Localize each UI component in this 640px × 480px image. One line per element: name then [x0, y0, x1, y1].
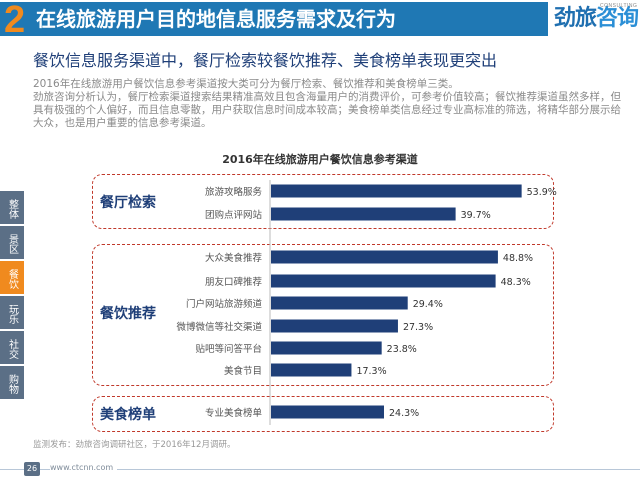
value-label: 48.8%	[503, 253, 533, 264]
bar	[271, 341, 382, 355]
group-box-restaurant-search	[92, 174, 554, 229]
footer: 26 www.ctcnn.com	[0, 458, 640, 480]
value-label: 29.4%	[413, 299, 443, 310]
value-label: 27.3%	[403, 322, 433, 333]
description-line-2: 劲旅咨询分析认为，餐厅检索渠道搜索结果精准高效且包含海量用户的消费评价，可参考价…	[33, 91, 621, 129]
footer-url: www.ctcnn.com	[50, 463, 118, 472]
category-label: 贴吧等问答平台	[195, 343, 262, 355]
side-nav-overall[interactable]: 整体	[0, 191, 24, 224]
side-nav-dining[interactable]: 餐饮	[0, 261, 24, 294]
side-nav-shopping[interactable]: 购物	[0, 366, 24, 399]
value-label: 53.9%	[527, 187, 557, 198]
footer-line	[0, 469, 640, 470]
side-nav-play[interactable]: 玩乐	[0, 296, 24, 329]
group-box-dining-recommend	[92, 244, 554, 386]
value-label: 17.3%	[356, 366, 386, 377]
category-label: 朋友口碑推荐	[205, 276, 263, 288]
side-nav-scenic[interactable]: 景区	[0, 226, 24, 259]
category-label: 门户网站旅游频道	[186, 298, 263, 310]
side-nav: 整体 景区 餐饮 玩乐 社交 购物	[0, 191, 24, 401]
group-label-food-ranking: 美食榜单	[100, 407, 156, 423]
bar	[271, 363, 352, 377]
header-band	[0, 2, 548, 36]
bar	[271, 207, 456, 221]
chart-title: 2016年在线旅游用户餐饮信息参考渠道	[222, 153, 418, 166]
description: 2016年在线旅游用户餐饮信息参考渠道按大类可分为餐厅检索、餐饮推荐和美食榜单三…	[33, 78, 628, 130]
value-label: 23.8%	[387, 344, 417, 355]
page-number: 26	[24, 462, 40, 476]
page-title: 在线旅游用户目的地信息服务需求及行为	[36, 7, 396, 31]
value-label: 24.3%	[389, 408, 419, 419]
category-label: 旅游攻略服务	[205, 186, 263, 198]
value-label: 48.3%	[501, 277, 531, 288]
category-label: 专业美食榜单	[205, 407, 263, 419]
group-label-restaurant-search: 餐厅检索	[100, 195, 156, 211]
bar	[271, 405, 384, 419]
subtitle: 餐饮信息服务渠道中，餐厅检索较餐饮推荐、美食榜单表现更突出	[33, 51, 498, 70]
category-label: 团购点评网站	[205, 209, 263, 221]
bar	[271, 274, 496, 288]
logo-sub: CONSULTING	[600, 3, 638, 9]
category-label: 美食节目	[224, 365, 262, 377]
logo: 劲旅咨询 CONSULTING	[548, 0, 640, 40]
group-box-food-ranking	[92, 396, 554, 432]
bar	[271, 184, 522, 198]
header-bar: 2 在线旅游用户目的地信息服务需求及行为 劲旅咨询 CONSULTING	[0, 0, 640, 40]
bar	[271, 296, 408, 310]
category-label: 大众美食推荐	[205, 252, 263, 264]
logo-text-2: 咨询	[596, 6, 639, 31]
section-number: 2	[4, 0, 26, 41]
group-label-dining-recommend: 餐饮推荐	[100, 306, 156, 322]
logo-brand: 劲旅咨询	[554, 6, 639, 32]
category-label: 微博微信等社交渠道	[176, 321, 262, 333]
side-nav-social[interactable]: 社交	[0, 331, 24, 364]
description-line-1: 2016年在线旅游用户餐饮信息参考渠道按大类可分为餐厅检索、餐饮推荐和美食榜单三…	[33, 78, 459, 90]
bar	[271, 319, 398, 333]
bar	[271, 250, 498, 264]
value-label: 39.7%	[461, 210, 491, 221]
footer-note: 监测发布：劲旅咨询调研社区，于2016年12月调研。	[33, 440, 236, 450]
logo-text-1: 劲旅	[554, 6, 597, 31]
